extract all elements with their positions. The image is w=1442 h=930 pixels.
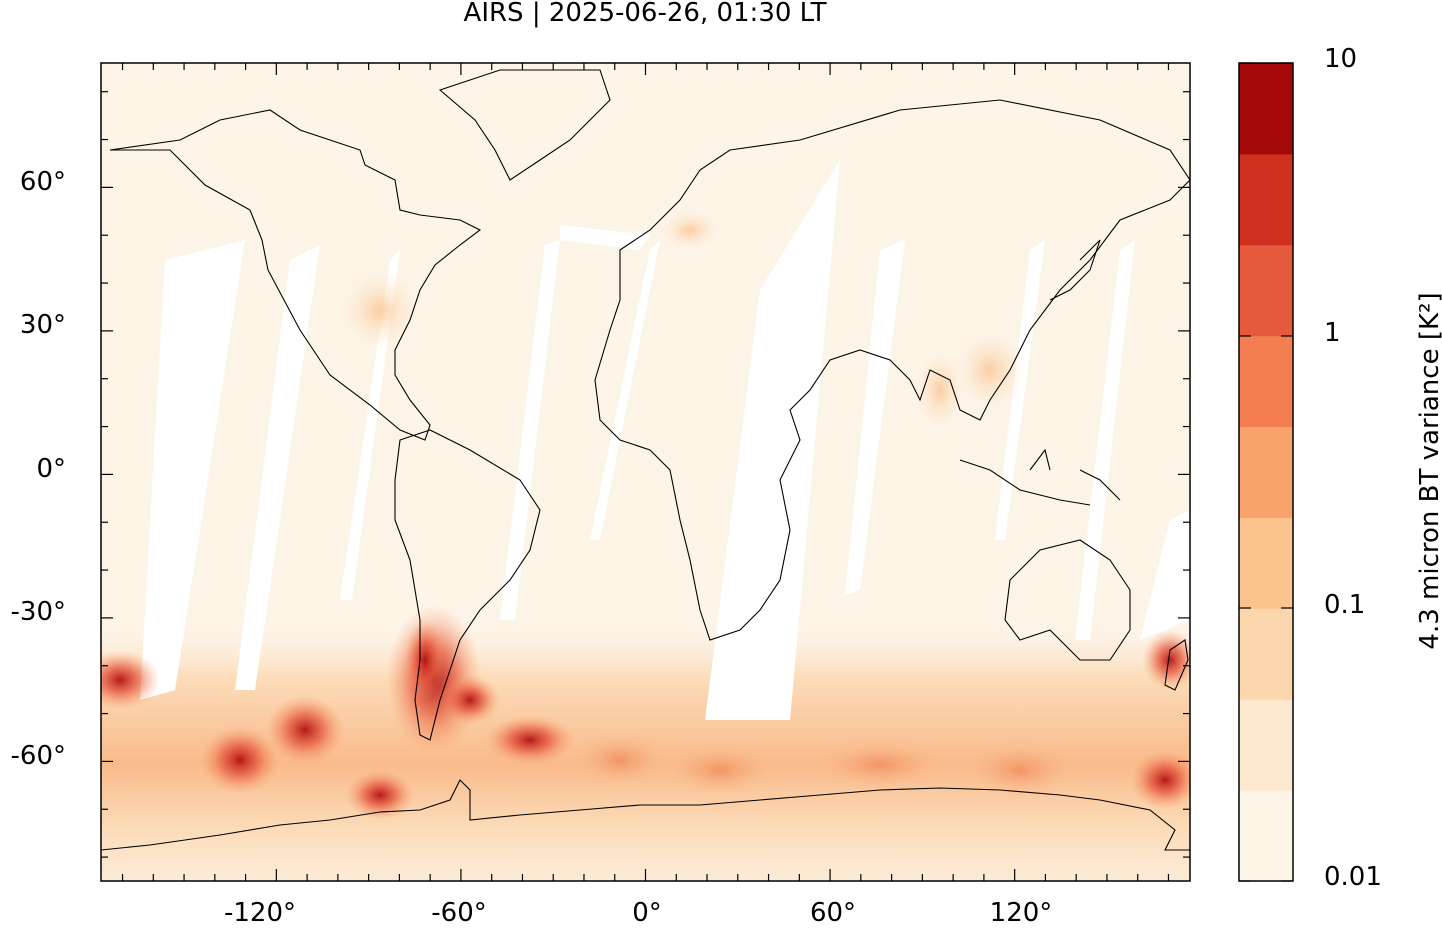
lat-tick-60s: -60° <box>10 741 66 771</box>
coast-antarctica <box>101 779 1190 851</box>
axis-ticks <box>101 63 1190 881</box>
lon-tick-120e: 120° <box>989 898 1053 928</box>
warm-south-atlantic-2 <box>660 742 780 798</box>
map-field <box>101 63 1190 881</box>
hotspot-andes <box>405 620 445 700</box>
lon-tick-60w: -60° <box>431 898 487 928</box>
coast-new-zealand <box>1164 639 1189 691</box>
coast-africa-eurasia <box>594 99 1190 641</box>
colorbar-level-8 <box>1239 63 1293 155</box>
mild-india <box>915 350 965 430</box>
hotspot-west-pacific <box>101 650 160 710</box>
hotspot-bellingshausen <box>345 770 415 820</box>
colorbar-level-3 <box>1239 517 1293 609</box>
colorbar-tick-1: 1 <box>1324 318 1341 348</box>
colorbar-level-5 <box>1239 335 1293 428</box>
coastlines <box>101 69 1190 851</box>
warm-south-indian <box>810 737 950 793</box>
lat-tick-60n: 60° <box>19 167 66 197</box>
lat-tick-0: 0° <box>36 454 66 484</box>
colorbar-level-4 <box>1239 426 1293 518</box>
hotspot-argentina <box>440 675 500 725</box>
lat-tick-30n: 30° <box>19 310 66 340</box>
warm-south-atlantic-3 <box>570 730 670 790</box>
coast-south-america <box>394 429 541 741</box>
colorbar-level-6 <box>1239 244 1293 337</box>
coast-greenland <box>438 69 611 181</box>
colorbar-tick-0-1: 0.1 <box>1324 590 1366 620</box>
colorbar-level-2 <box>1239 608 1293 700</box>
coast-japan <box>1049 239 1101 301</box>
hotspot-south-pacific <box>265 695 345 765</box>
warm-indian-ocean <box>960 740 1080 800</box>
colorbar-ticks <box>1239 62 1293 882</box>
lon-tick-120w: -120° <box>223 898 296 928</box>
mild-southeast-asia <box>955 330 1025 410</box>
colorbar-frame <box>1238 62 1294 882</box>
map-title: AIRS | 2025-06-26, 01:30 LT <box>463 0 827 28</box>
lat-tick-30s: -30° <box>10 597 66 627</box>
colorbar-level-1 <box>1239 699 1293 791</box>
coast-north-america <box>109 109 482 441</box>
mild-north-america <box>340 270 420 350</box>
hotspot-south-atlantic <box>485 715 575 765</box>
colorbar-level-7 <box>1239 153 1293 246</box>
colorbar-tick-0-01: 0.01 <box>1324 862 1382 892</box>
colorbar-level-0 <box>1239 790 1293 882</box>
hotspot-south-of-australia <box>1130 750 1190 810</box>
hotspot-south-pacific-2 <box>200 725 280 795</box>
colorbar <box>1239 63 1293 882</box>
mild-europe <box>660 210 720 250</box>
coast-australia <box>1004 539 1131 661</box>
lon-tick-60e: 60° <box>809 898 857 928</box>
lon-tick-0: 0° <box>632 898 662 928</box>
colorbar-tick-10: 10 <box>1324 44 1358 74</box>
colorbar-label: 4.3 micron BT variance [K²] <box>1415 292 1442 650</box>
coast-indonesia <box>959 448 1121 506</box>
